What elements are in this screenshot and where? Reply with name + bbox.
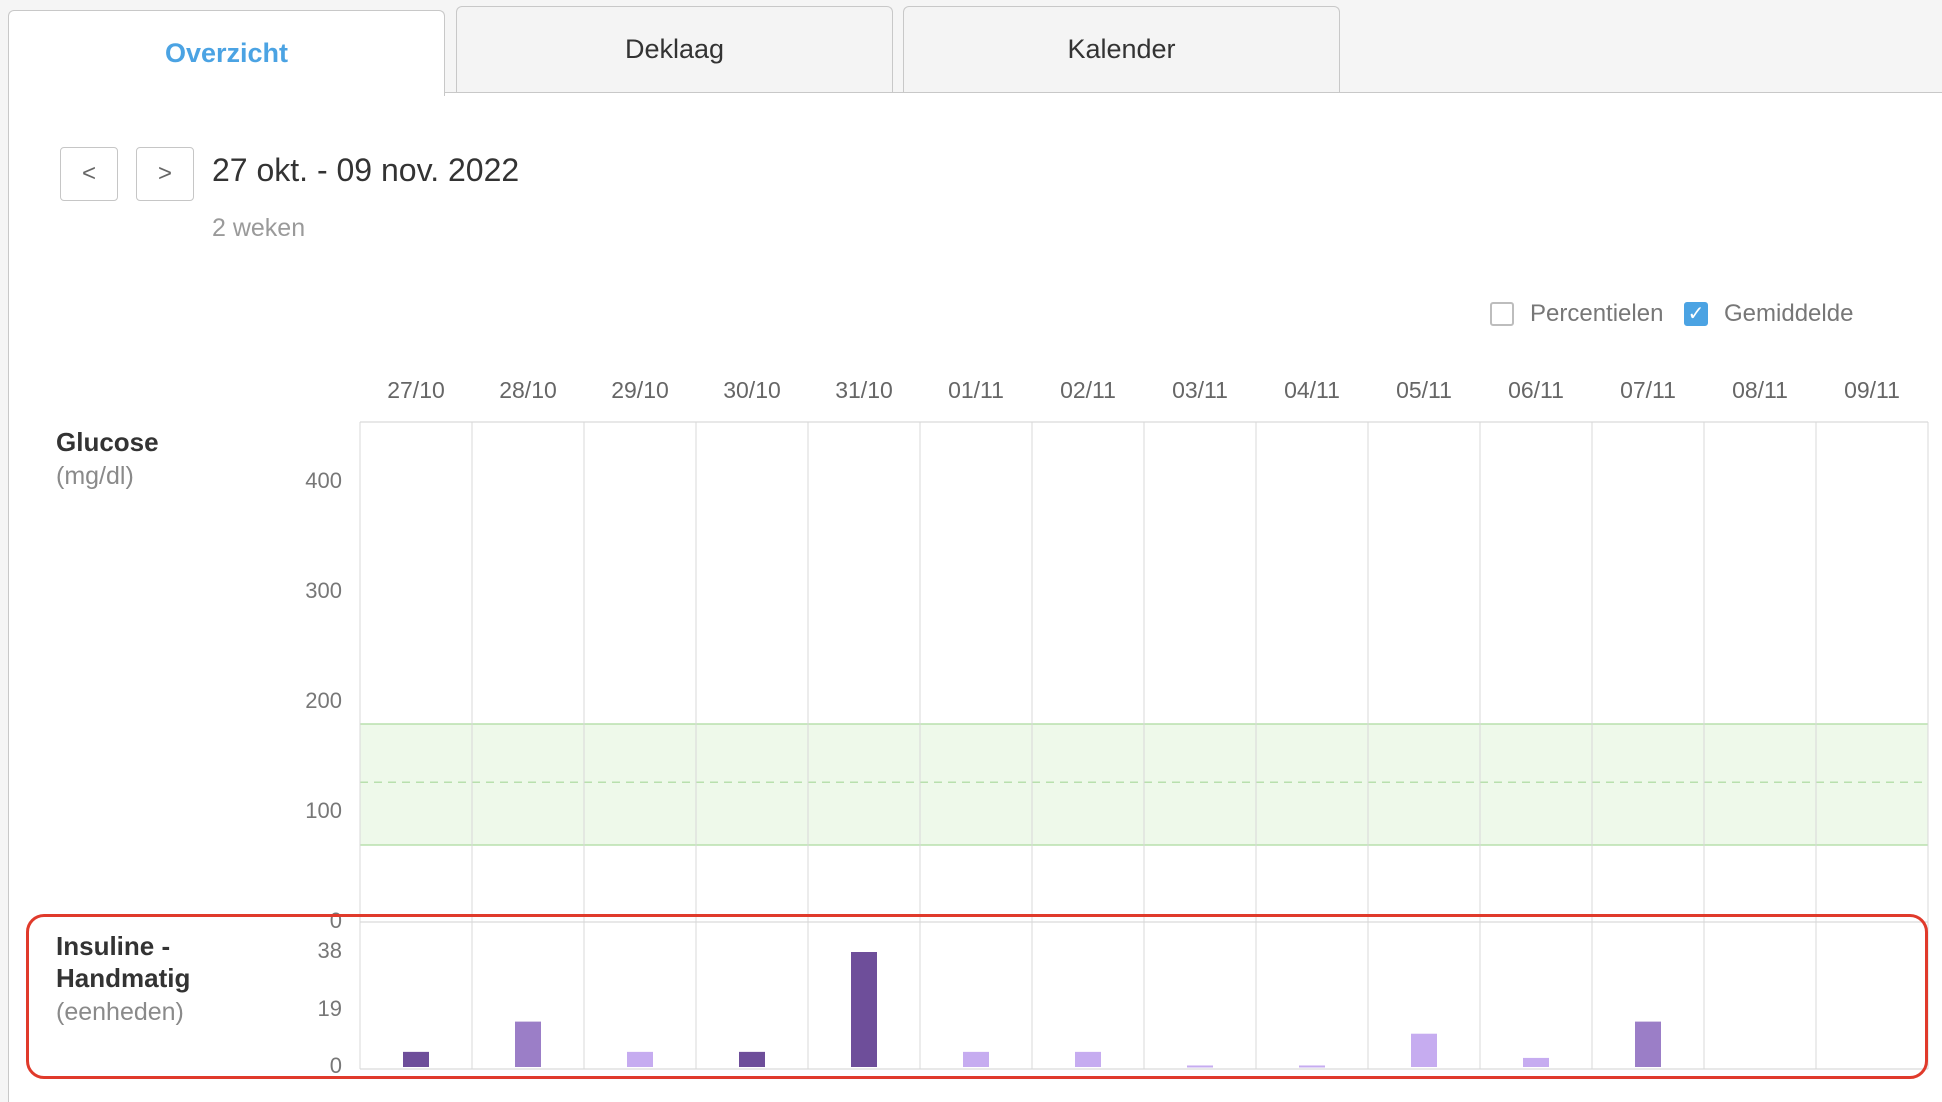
- x-tick-label: 09/11: [1844, 377, 1900, 403]
- x-tick-label: 29/10: [611, 377, 669, 403]
- insulin-bar: [515, 1021, 541, 1067]
- next-period-button[interactable]: >: [136, 147, 194, 201]
- average-label: Gemiddelde: [1724, 300, 1854, 327]
- glucose-unit: (mg/dl): [56, 462, 134, 490]
- insulin-label-line1: Insuline -: [56, 931, 171, 961]
- insulin-bar: [1635, 1021, 1661, 1067]
- x-tick-label: 27/10: [387, 377, 445, 403]
- glucose-y-tick: 300: [305, 578, 342, 603]
- percentiles-checkbox[interactable]: [1490, 302, 1514, 326]
- insulin-unit: (eenheden): [56, 998, 184, 1026]
- insulin-bar: [1075, 1051, 1101, 1067]
- x-tick-label: 30/10: [723, 377, 781, 403]
- glucose-y-tick: 100: [305, 798, 342, 823]
- insulin-bar: [1299, 1065, 1325, 1068]
- insulin-bar: [851, 952, 877, 1067]
- insulin-bar: [1411, 1033, 1437, 1067]
- glucose-label: Glucose: [56, 427, 159, 457]
- x-tick-label: 04/11: [1284, 377, 1340, 403]
- overview-panel: [8, 92, 1942, 1102]
- percentiles-toggle[interactable]: Percentielen: [1490, 300, 1663, 328]
- average-toggle[interactable]: ✓ Gemiddelde: [1684, 300, 1853, 328]
- x-tick-label: 28/10: [499, 377, 557, 403]
- x-tick-label: 01/11: [948, 377, 1004, 403]
- tab-deklaag[interactable]: Deklaag: [456, 6, 893, 92]
- insulin-y-tick: 38: [317, 938, 342, 963]
- insulin-bar: [1523, 1057, 1549, 1067]
- x-tick-label: 05/11: [1396, 377, 1452, 403]
- glucose-y-tick: 400: [305, 468, 342, 493]
- x-tick-label: 03/11: [1172, 377, 1228, 403]
- insulin-bar: [1187, 1065, 1213, 1068]
- insulin-y-tick: 19: [317, 995, 342, 1021]
- insulin-bar: [627, 1051, 653, 1067]
- tab-overzicht[interactable]: Overzicht: [8, 10, 445, 96]
- x-tick-label: 08/11: [1732, 377, 1788, 403]
- x-tick-label: 02/11: [1060, 377, 1116, 403]
- insulin-bar: [739, 1051, 765, 1067]
- insulin-label-line2: Handmatig: [56, 963, 191, 993]
- average-checkbox[interactable]: ✓: [1684, 302, 1708, 326]
- previous-period-button[interactable]: <: [60, 147, 118, 201]
- insulin-bar: [963, 1051, 989, 1067]
- date-range-title: 27 okt. - 09 nov. 2022: [212, 152, 520, 188]
- checkmark-icon: ✓: [1687, 303, 1705, 325]
- x-tick-label: 06/11: [1508, 377, 1564, 403]
- tab-kalender[interactable]: Kalender: [903, 6, 1340, 92]
- glucose-y-tick: 200: [305, 688, 342, 713]
- insulin-y-tick: 0: [329, 1053, 342, 1078]
- x-tick-label: 31/10: [835, 377, 893, 403]
- x-tick-label: 07/11: [1620, 377, 1676, 403]
- date-range-subtitle: 2 weken: [212, 214, 306, 242]
- insulin-bar: [403, 1051, 429, 1067]
- percentiles-label: Percentielen: [1530, 300, 1664, 327]
